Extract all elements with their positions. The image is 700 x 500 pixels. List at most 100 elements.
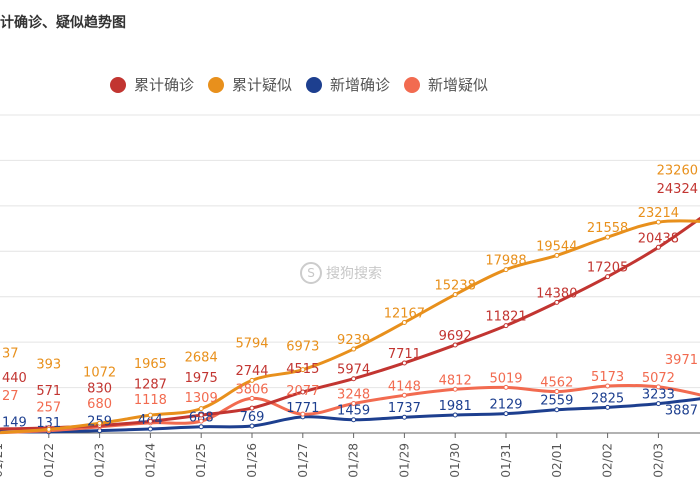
x-tick-label: 01/22: [42, 443, 56, 478]
data-label: 4812: [439, 373, 472, 388]
legend-item-new-suspected[interactable]: 新增疑似: [404, 74, 488, 95]
data-point: [605, 234, 611, 240]
data-label: 1975: [185, 371, 218, 386]
data-label: 20438: [638, 231, 679, 246]
x-tick-label: 01/23: [93, 443, 107, 478]
data-label: 3233: [642, 388, 675, 403]
legend-label: 新增疑似: [428, 76, 489, 94]
legend-item-new-confirmed[interactable]: 新增确诊: [306, 74, 390, 95]
data-label: 9239: [337, 333, 370, 348]
data-label: 2129: [489, 398, 522, 413]
data-point: [605, 383, 611, 389]
data-point: [97, 420, 103, 426]
data-label: 1118: [134, 393, 167, 408]
legend-marker: [306, 76, 323, 93]
data-point: [198, 412, 204, 418]
data-label: 5173: [591, 370, 624, 385]
data-point: [351, 346, 357, 352]
data-label: 1737: [388, 401, 421, 416]
data-point: [401, 414, 407, 420]
data-point: [503, 411, 509, 417]
x-tick-label: 01/21: [0, 443, 5, 478]
data-label: 9692: [439, 329, 472, 344]
data-point: [655, 401, 661, 407]
data-label: 1309: [185, 391, 218, 406]
data-point: [249, 395, 255, 401]
data-point: [401, 392, 407, 398]
x-tick-label: 01/30: [448, 443, 462, 478]
data-label: 5974: [337, 363, 370, 378]
legend-marker: [404, 76, 421, 93]
data-label: 2684: [185, 351, 218, 366]
x-tick-label: 01/27: [296, 443, 310, 478]
x-tick-label: 02/02: [601, 443, 615, 478]
x-tick-label: 01/29: [397, 443, 411, 478]
data-label: 5019: [489, 371, 522, 386]
data-point: [452, 292, 458, 298]
data-point: [351, 400, 357, 406]
legend-marker: [110, 76, 126, 93]
data-point: [554, 252, 560, 258]
data-point: [300, 389, 306, 395]
legend-label: 累计确诊: [134, 76, 195, 94]
data-label: 11821: [485, 310, 526, 325]
data-point: [300, 367, 306, 373]
data-point: [655, 384, 661, 390]
data-label: 257: [36, 401, 61, 416]
data-point: [503, 384, 509, 390]
data-label: 3248: [337, 387, 370, 402]
data-label: 17988: [485, 254, 526, 269]
data-point: [655, 244, 661, 250]
watermark-text: 搜狗搜索: [326, 266, 382, 282]
data-label: 1771: [286, 401, 319, 416]
data-point: [503, 323, 509, 329]
x-tick-label: 01/25: [194, 443, 208, 478]
data-label: 1981: [439, 399, 472, 414]
data-label: 27: [2, 389, 19, 404]
data-label: 23260: [657, 164, 698, 179]
data-label: 3887: [665, 404, 698, 419]
legend: 累计确诊 累计疑似 新增确诊 新增疑似: [110, 74, 488, 95]
data-label: 5072: [642, 371, 675, 386]
x-tick-label: 02/01: [550, 443, 564, 478]
data-label: 680: [87, 397, 112, 412]
data-label: 2559: [540, 394, 573, 409]
data-point: [198, 406, 204, 412]
data-point: [401, 319, 407, 325]
data-label: 2825: [591, 391, 624, 406]
data-label: 688: [189, 411, 214, 426]
data-label: 7711: [388, 347, 421, 362]
data-label: 1072: [83, 365, 116, 380]
data-point: [351, 376, 357, 382]
x-tick-label: 01/24: [143, 443, 157, 478]
data-point: [452, 342, 458, 348]
data-label: 21558: [587, 221, 628, 236]
data-point: [198, 424, 204, 430]
legend-item-cumulative-suspected[interactable]: 累计疑似: [208, 74, 292, 95]
legend-label: 累计疑似: [232, 76, 293, 94]
data-label: 24324: [657, 182, 698, 197]
data-label: 19544: [536, 239, 577, 254]
data-label: 440: [2, 371, 27, 386]
data-label: 12167: [384, 306, 425, 321]
data-point: [605, 404, 611, 410]
data-point: [605, 274, 611, 280]
data-point: [452, 412, 458, 418]
data-label: 6973: [286, 340, 319, 355]
data-label: 2744: [235, 364, 268, 379]
data-label: 571: [36, 384, 61, 399]
data-point: [147, 426, 153, 432]
data-point: [249, 405, 255, 411]
data-point: [147, 418, 153, 424]
sogou-logo-icon: S: [300, 262, 322, 284]
data-label: 3971: [665, 353, 698, 368]
data-label: 3806: [235, 382, 268, 397]
x-tick-label: 02/03: [651, 443, 665, 478]
data-label: 5794: [235, 336, 268, 351]
legend-item-cumulative-confirmed[interactable]: 累计确诊: [110, 74, 194, 95]
data-label: 149: [2, 416, 27, 431]
data-label: 830: [87, 381, 112, 396]
data-label: 131: [36, 416, 61, 431]
data-point: [147, 412, 153, 418]
x-tick-label: 01/28: [347, 443, 361, 478]
